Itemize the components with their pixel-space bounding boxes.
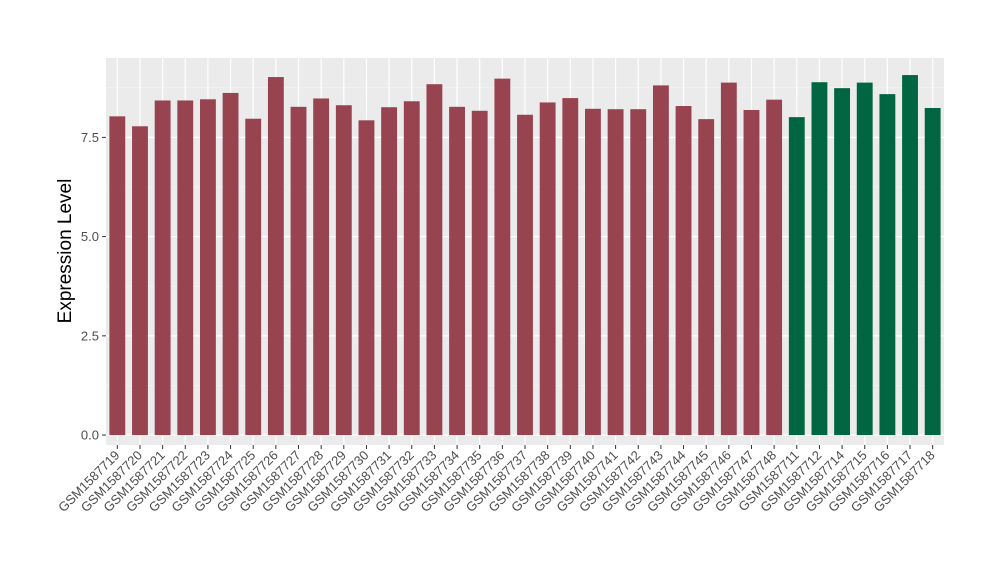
bar-GSM1587726 [267,77,284,436]
bar-GSM1587728 [313,98,330,436]
y-axis-title: Expression Level [55,179,76,324]
bar-GSM1587721 [154,100,171,436]
bar-GSM1587723 [199,99,216,436]
bar-GSM1587737 [517,114,533,436]
x-axis: GSM1587719GSM1587720GSM1587721GSM1587722… [55,445,938,515]
bar-GSM1587740 [585,108,601,436]
bar-GSM1587724 [222,92,239,436]
bar-GSM1587738 [539,102,556,436]
bar-GSM1587734 [449,106,465,436]
bar-GSM1587716 [879,94,896,436]
bar-GSM1587736 [494,78,511,436]
bar-GSM1587731 [381,107,398,436]
bar-GSM1587745 [698,119,715,436]
bar-GSM1587722 [177,100,194,436]
bar-GSM1587743 [652,85,669,436]
bar-GSM1587725 [245,118,262,436]
bar-GSM1587748 [766,99,783,436]
bar-GSM1587729 [335,105,352,436]
y-tick-label: 5.0 [81,229,99,244]
bar-GSM1587741 [607,109,624,436]
y-tick-label: 0.0 [81,428,99,443]
bar-GSM1587730 [358,120,375,436]
y-tick-label: 7.5 [81,130,99,145]
bars [109,75,941,436]
y-axis: 0.0 2.5 5.0 7.5 [81,130,106,443]
bar-GSM1587712 [811,82,828,436]
bar-GSM1587742 [630,109,647,436]
bar-GSM1587746 [720,82,737,436]
bar-GSM1587719 [109,116,126,436]
bar-GSM1587720 [132,126,148,436]
bar-GSM1587747 [743,109,760,436]
bar-GSM1587735 [471,110,488,436]
bar-GSM1587718 [924,108,941,436]
bar-GSM1587714 [834,88,851,436]
bar-GSM1587739 [562,98,579,436]
bar-GSM1587744 [675,106,692,436]
bar-GSM1587733 [426,84,443,436]
y-tick-label: 2.5 [81,328,99,343]
bar-GSM1587711 [788,117,805,436]
bar-GSM1587727 [290,106,307,436]
bar-GSM1587717 [902,75,918,436]
bar-GSM1587732 [403,101,420,436]
bar-GSM1587715 [856,82,873,436]
